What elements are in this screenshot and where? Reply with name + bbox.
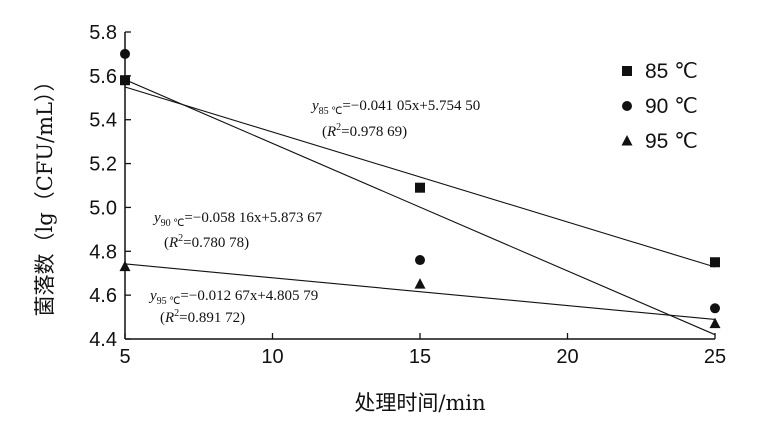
data-point-triangle <box>414 278 426 289</box>
y-tick-label: 5.6 <box>89 66 117 88</box>
legend-marker-circle <box>622 101 632 111</box>
x-axis-title: 处理时间/min <box>354 391 485 415</box>
r-squared-text: (R2=0.891 72) <box>160 308 245 326</box>
y-axis-title: 菌落数（lg（CFU/mL）） <box>33 71 57 317</box>
y-tick-label: 4.8 <box>89 241 117 263</box>
legend-label: 90 ℃ <box>645 95 698 118</box>
r-squared-text: (R2=0.978 69) <box>322 122 407 140</box>
x-tick-label: 5 <box>119 346 130 368</box>
legend-label: 95 ℃ <box>645 130 698 153</box>
data-point-triangle <box>709 317 721 329</box>
x-tick-label: 15 <box>409 346 431 368</box>
x-tick-label: 25 <box>704 346 726 368</box>
fit-line-circle <box>124 79 716 336</box>
data-points <box>119 48 721 329</box>
equation-text: y95 ℃=−0.012 67x+4.805 79 <box>148 288 318 307</box>
equation-text: y90 ℃=−0.058 16x+5.873 67 <box>152 210 323 229</box>
data-point-circle <box>415 255 425 266</box>
data-point-circle <box>120 48 130 59</box>
y-tick-label: 5.4 <box>89 110 117 132</box>
data-point-triangle <box>119 260 131 272</box>
y-tick-label: 5.0 <box>89 197 117 219</box>
legend: 85 ℃ 90 ℃ 95 ℃ <box>621 60 698 153</box>
y-tick-label: 4.6 <box>89 285 117 307</box>
data-point-square <box>120 75 130 86</box>
legend-label: 85 ℃ <box>645 60 698 83</box>
data-point-square <box>710 257 720 268</box>
y-tick-label: 5.2 <box>89 154 117 176</box>
data-point-circle <box>710 303 720 314</box>
x-tick-label: 20 <box>556 346 578 368</box>
y-tick-label: 5.8 <box>89 22 117 44</box>
fit-line-square <box>124 86 716 268</box>
fit-line-triangle <box>124 263 716 321</box>
fit-lines <box>124 79 716 336</box>
legend-marker-triangle <box>621 135 633 146</box>
legend-marker-square <box>622 66 632 76</box>
r-squared-text: (R2=0.780 78) <box>164 233 249 251</box>
axes: 4.4 4.6 4.8 5.0 5.2 5.4 5.6 5.8 5 10 15 20 25 <box>89 22 726 368</box>
data-point-square <box>415 182 425 193</box>
y-tick-label: 4.4 <box>89 329 117 351</box>
equations: y85 ℃=−0.041 05x+5.754 50 (R2=0.978 69) y9… <box>148 98 480 326</box>
equation-text: y85 ℃=−0.041 05x+5.754 50 <box>310 98 480 117</box>
x-tick-label: 10 <box>261 346 283 368</box>
